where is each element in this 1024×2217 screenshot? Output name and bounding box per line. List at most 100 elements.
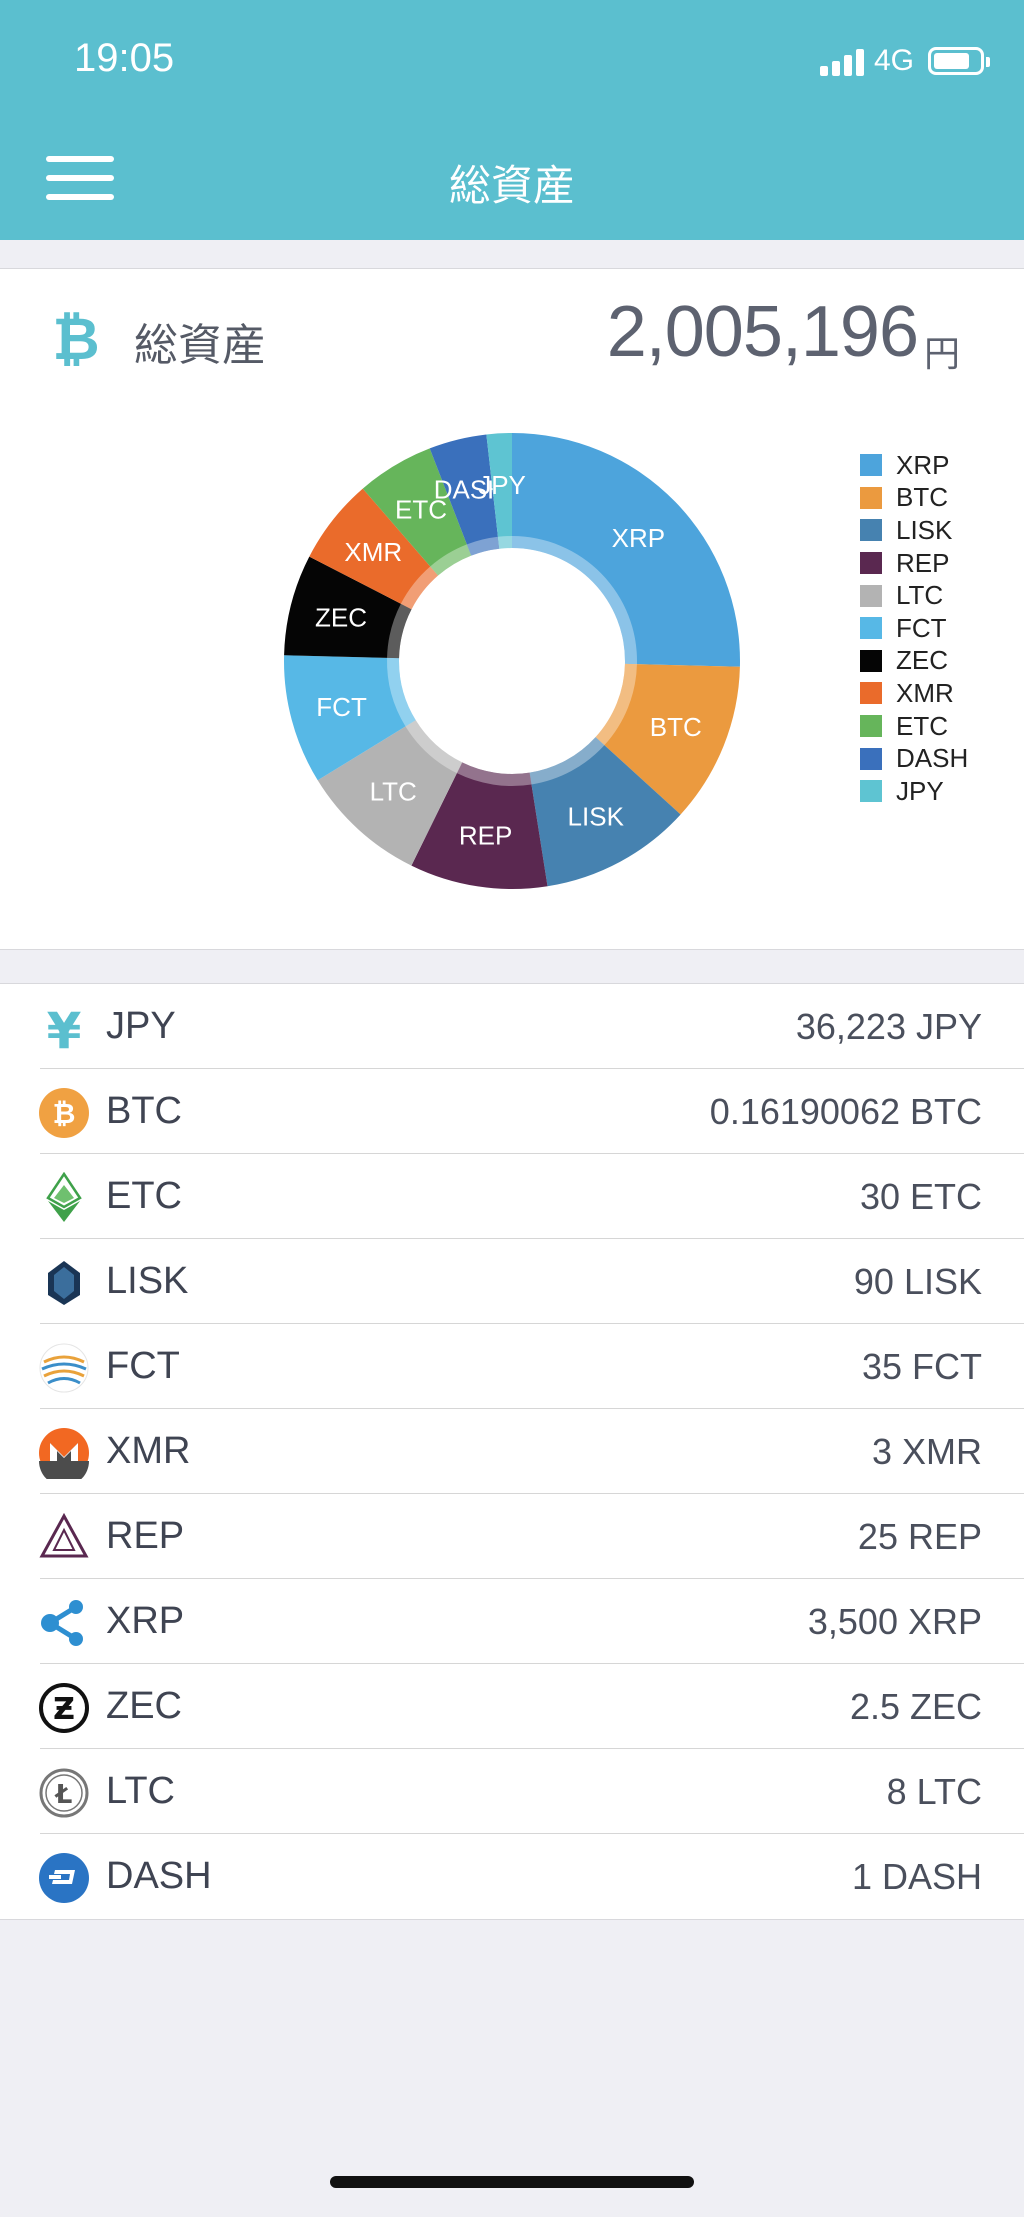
ethereum-classic-icon xyxy=(38,1171,90,1224)
slice-label-rep: REP xyxy=(459,821,512,851)
legend-swatch xyxy=(860,780,882,803)
holding-symbol: DASH xyxy=(106,1855,212,1897)
legend-item-xrp: XRP xyxy=(860,449,968,482)
slice-label-jpy: JPY xyxy=(478,470,526,500)
holding-amount: 1 DASH xyxy=(851,1855,982,1897)
litecoin-icon: Ł xyxy=(38,1767,90,1819)
monero-icon xyxy=(38,1427,90,1486)
slice-dash[interactable] xyxy=(429,434,500,556)
holding-symbol: LTC xyxy=(106,1770,175,1812)
holding-amount: 0.16190062 BTC xyxy=(709,1090,982,1132)
status-time: 19:05 xyxy=(74,36,175,80)
legend-swatch xyxy=(860,747,882,770)
slice-inner-ring-fct xyxy=(387,657,416,727)
slice-zec[interactable] xyxy=(284,556,412,659)
slice-rep[interactable] xyxy=(411,762,548,889)
slice-inner-ring-xrp xyxy=(512,536,637,665)
augur-icon xyxy=(38,1512,90,1564)
legend-label: DASH xyxy=(896,743,969,774)
slice-etc[interactable] xyxy=(362,448,472,576)
slice-label-xmr: XMR xyxy=(344,537,402,567)
slice-inner-ring-zec xyxy=(387,603,412,659)
slice-label-zec: ZEC xyxy=(315,602,367,632)
bitcoin-icon: ₿ xyxy=(38,1087,90,1139)
holding-row-fct[interactable]: FCT 35 FCT xyxy=(0,1324,1024,1409)
slice-jpy[interactable] xyxy=(486,433,512,549)
legend-item-jpy: JPY xyxy=(860,775,968,808)
status-indicators: 4G xyxy=(819,44,990,78)
legend-swatch xyxy=(860,682,882,705)
slice-label-fct: FCT xyxy=(316,692,367,722)
holding-symbol: REP xyxy=(106,1515,185,1557)
legend-swatch xyxy=(860,584,882,607)
holding-row-zec[interactable]: Ƶ ZEC 2.5 ZEC xyxy=(0,1664,1024,1749)
slice-btc[interactable] xyxy=(595,663,740,815)
holding-symbol: FCT xyxy=(106,1345,180,1387)
slice-inner-ring-etc xyxy=(430,544,472,576)
legend-label: BTC xyxy=(896,482,948,513)
svg-text:¥: ¥ xyxy=(47,1002,82,1054)
total-assets-value: 2,005,196 xyxy=(606,292,919,372)
page-title: 総資産 xyxy=(448,162,575,209)
ripple-icon xyxy=(38,1597,90,1649)
hamburger-menu-icon[interactable] xyxy=(44,152,116,204)
legend-item-xmr: XMR xyxy=(860,677,968,710)
legend-item-dash: DASH xyxy=(860,742,968,775)
holdings-list: ¥ JPY 36,223 JPY ₿ BTC 0.16190062 BTC ETC 30 ET… xyxy=(0,983,1024,1920)
slice-ltc[interactable] xyxy=(317,720,463,866)
holding-row-jpy[interactable]: ¥ JPY 36,223 JPY xyxy=(0,984,1024,1069)
holding-row-lisk[interactable]: LISK 90 LISK xyxy=(0,1239,1024,1324)
home-indicator xyxy=(330,2176,694,2188)
legend-swatch xyxy=(860,649,882,672)
holding-amount: 8 LTC xyxy=(886,1770,982,1812)
factom-icon xyxy=(38,1342,90,1394)
svg-text:Ł: Ł xyxy=(54,1780,73,1810)
holding-row-rep[interactable]: REP 25 REP xyxy=(0,1494,1024,1579)
legend-label: FCT xyxy=(896,612,947,643)
legend-item-btc: BTC xyxy=(860,482,968,515)
slice-label-btc: BTC xyxy=(650,712,702,742)
slice-lisk[interactable] xyxy=(529,737,681,887)
slice-fct[interactable] xyxy=(284,655,416,781)
holding-symbol: ZEC xyxy=(106,1685,182,1727)
holding-amount: 30 ETC xyxy=(859,1175,982,1217)
holding-symbol: BTC xyxy=(106,1090,182,1132)
svg-text:Ƶ: Ƶ xyxy=(53,1692,75,1727)
holding-row-xrp[interactable]: XRP 3,500 XRP xyxy=(0,1579,1024,1664)
holding-row-btc[interactable]: ₿ BTC 0.16190062 BTC xyxy=(0,1069,1024,1154)
signal-icon xyxy=(819,46,864,76)
legend-item-lisk: LISK xyxy=(860,514,968,547)
slice-xrp[interactable] xyxy=(512,433,740,667)
legend-item-rep: REP xyxy=(860,547,968,580)
svg-text:₿: ₿ xyxy=(53,1097,76,1130)
holding-amount: 35 FCT xyxy=(861,1345,982,1387)
network-label: 4G xyxy=(873,44,914,77)
holding-row-xmr[interactable]: XMR 3 XMR xyxy=(0,1409,1024,1494)
holding-symbol: ETC xyxy=(106,1175,182,1217)
holding-row-dash[interactable]: DASH 1 DASH xyxy=(0,1834,1024,1919)
holding-row-ltc[interactable]: Ł LTC 8 LTC xyxy=(0,1749,1024,1834)
holding-row-etc[interactable]: ETC 30 ETC xyxy=(0,1154,1024,1239)
slice-xmr[interactable] xyxy=(309,488,439,610)
dash-icon xyxy=(38,1852,90,1904)
holding-amount: 3,500 XRP xyxy=(807,1600,982,1642)
slice-inner-ring-xmr xyxy=(400,566,439,610)
legend-label: JPY xyxy=(896,775,944,806)
legend-label: XMR xyxy=(896,677,954,708)
battery-icon xyxy=(928,47,990,75)
total-assets-card: ₿ 総資産 2,005,196 円 XRP BTC LISK REP LTC FCT ZEC… xyxy=(0,268,1024,950)
holding-symbol: XMR xyxy=(106,1430,191,1472)
holding-symbol: XRP xyxy=(106,1600,185,1642)
holding-symbol: JPY xyxy=(106,1005,176,1047)
legend-swatch xyxy=(860,454,882,477)
slice-inner-ring-ltc xyxy=(405,720,463,774)
legend-label: LTC xyxy=(896,580,944,611)
total-assets-label: 総資産 xyxy=(134,321,266,370)
legend-item-zec: ZEC xyxy=(860,645,968,678)
legend-label: ETC xyxy=(896,710,948,741)
holding-amount: 2.5 ZEC xyxy=(849,1685,982,1727)
slice-inner-ring-btc xyxy=(595,663,637,746)
svg-text:₿: ₿ xyxy=(52,307,99,369)
legend-swatch xyxy=(860,486,882,509)
legend-item-etc: ETC xyxy=(860,710,968,743)
